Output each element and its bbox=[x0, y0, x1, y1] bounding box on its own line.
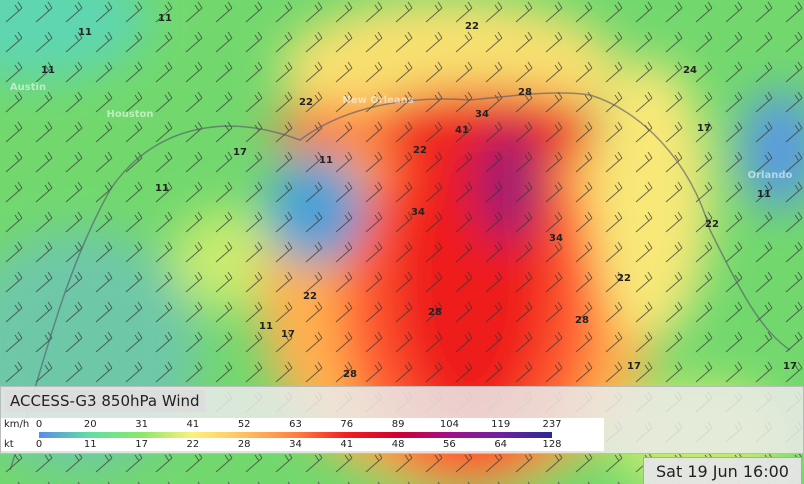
contour-label: 34 bbox=[411, 207, 425, 218]
scale-tick-label: 237 bbox=[542, 419, 562, 430]
scale-tick-label: 0 bbox=[35, 419, 43, 430]
city-label: Houston bbox=[106, 109, 153, 120]
unit-label: kt bbox=[4, 439, 14, 450]
scale-tick-label: 11 bbox=[83, 439, 97, 450]
contour-label: 17 bbox=[281, 329, 295, 340]
scale-tick-label: 63 bbox=[289, 419, 302, 430]
contour-label: 41 bbox=[455, 125, 469, 136]
contour-label: 17 bbox=[627, 361, 641, 372]
coastline bbox=[9, 92, 791, 471]
contour-label: 22 bbox=[299, 97, 313, 108]
contour-label: 17 bbox=[233, 147, 247, 158]
contour-label: 11 bbox=[259, 321, 273, 332]
legend: ACCESS-G3 850hPa Wind km/h kt 0 20 31 41 52 6… bbox=[0, 386, 804, 454]
scale-tick-label: 17 bbox=[135, 439, 148, 450]
scale-tick-label: 56 bbox=[443, 439, 456, 450]
contour-label: 22 bbox=[705, 219, 719, 230]
scale-tick-label: 28 bbox=[237, 439, 251, 450]
contour-label: 11 bbox=[155, 183, 169, 194]
scale-tick-label: 76 bbox=[340, 419, 354, 430]
timestamp: Sat 19 Jun 16:00 bbox=[643, 457, 802, 484]
scale-tick-label: 34 bbox=[289, 439, 302, 450]
contour-label: 28 bbox=[428, 307, 442, 318]
scale-tick-label: 89 bbox=[391, 419, 405, 430]
legend-scale: km/h kt 0 20 31 41 52 63 76 89 104 119 237 0 11 17 22 2… bbox=[1, 418, 604, 451]
scale-tick-label: 41 bbox=[340, 439, 354, 450]
contour-label: 28 bbox=[343, 369, 357, 380]
scale-tick-label: 48 bbox=[391, 439, 405, 450]
city-labels: Austin Houston New Orleans Orlando bbox=[10, 82, 793, 181]
contour-label: 28 bbox=[518, 87, 532, 98]
contour-labels: 11 11 11 22 22 28 34 41 22 11 17 17 34 34 28 22 17 11 28 22… bbox=[41, 13, 797, 380]
contour-label: 22 bbox=[465, 21, 479, 32]
scale-tick-label: 128 bbox=[542, 439, 562, 450]
scale-tick-label: 20 bbox=[83, 419, 97, 430]
contour-label: 11 bbox=[158, 13, 172, 24]
contour-label: 11 bbox=[41, 65, 55, 76]
contour-label: 22 bbox=[617, 273, 631, 284]
scale-tick-label: 41 bbox=[186, 419, 200, 430]
contour-label: 11 bbox=[757, 189, 771, 200]
contour-label: 11 bbox=[319, 155, 333, 166]
scale-tick-label: 22 bbox=[186, 439, 200, 450]
legend-title: ACCESS-G3 850hPa Wind bbox=[5, 390, 205, 412]
scale-tick-label: 52 bbox=[237, 419, 251, 430]
contour-label: 24 bbox=[683, 65, 697, 76]
color-scale bbox=[39, 432, 552, 438]
city-label: Orlando bbox=[748, 170, 793, 181]
contour-label: 34 bbox=[475, 109, 489, 120]
contour-label: 34 bbox=[549, 233, 563, 244]
contour-label: 17 bbox=[783, 361, 797, 372]
scale-tick-label: 64 bbox=[494, 439, 508, 450]
city-label: New Orleans bbox=[342, 95, 413, 106]
contour-label: 28 bbox=[575, 315, 589, 326]
scale-tick-label: 0 bbox=[35, 439, 43, 450]
contour-label: 22 bbox=[413, 145, 427, 156]
scale-tick-label: 119 bbox=[491, 419, 511, 430]
contour-label: 11 bbox=[78, 27, 92, 38]
contour-label: 22 bbox=[303, 291, 317, 302]
city-label: Austin bbox=[10, 82, 46, 93]
scale-tick-label: 104 bbox=[439, 419, 459, 430]
contour-label: 17 bbox=[697, 123, 711, 134]
unit-label: km/h bbox=[4, 419, 30, 430]
scale-tick-label: 31 bbox=[135, 419, 148, 430]
